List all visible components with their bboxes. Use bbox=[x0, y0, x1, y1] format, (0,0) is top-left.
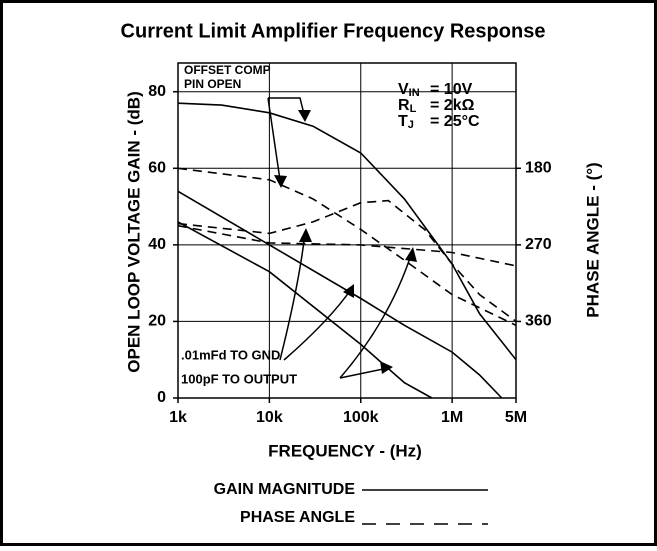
condition-value: = 10V bbox=[430, 81, 473, 98]
condition: VIN bbox=[398, 81, 420, 99]
x-tick-label: 1M bbox=[441, 409, 463, 426]
leader bbox=[283, 287, 353, 361]
series-line bbox=[177, 167, 517, 327]
series-line bbox=[177, 190, 503, 399]
condition-symbol: R bbox=[398, 97, 410, 114]
y2-tick-label: 270 bbox=[525, 236, 552, 253]
x-tick-label: 1k bbox=[169, 409, 187, 426]
y-tick-label: 40 bbox=[148, 236, 166, 253]
condition-value: = 25°C bbox=[430, 113, 480, 130]
series-line bbox=[177, 224, 517, 267]
condition-sub: IN bbox=[409, 87, 420, 99]
condition-value: = 2kΩ bbox=[430, 97, 475, 114]
condition-symbol: T bbox=[398, 113, 408, 130]
y-tick-label: 20 bbox=[148, 313, 166, 330]
leader bbox=[267, 97, 281, 181]
series-line bbox=[177, 102, 517, 361]
annotation: .01mFd TO GND bbox=[181, 347, 280, 362]
y2-tick-label: 360 bbox=[525, 313, 552, 330]
x-axis-title: FREQUENCY - (Hz) bbox=[268, 441, 422, 460]
arrowhead bbox=[298, 110, 311, 122]
arrows bbox=[267, 97, 413, 379]
condition-sub: L bbox=[410, 103, 417, 115]
y-tick-label: 0 bbox=[157, 389, 166, 406]
y-tick-label: 80 bbox=[148, 83, 166, 100]
y-tick-label: 60 bbox=[148, 160, 166, 177]
annotation: 100pF TO OUTPUT bbox=[181, 371, 297, 386]
x-tick-label: 5M bbox=[505, 409, 527, 426]
arrowhead bbox=[274, 175, 287, 188]
series-line bbox=[177, 199, 517, 323]
x-tick-label: 100k bbox=[343, 409, 379, 426]
chart-title: Current Limit Amplifier Frequency Respon… bbox=[121, 20, 546, 42]
leader bbox=[339, 367, 389, 379]
arrowhead bbox=[405, 247, 417, 262]
condition-sub: J bbox=[408, 119, 414, 131]
leader bbox=[339, 251, 413, 379]
condition: TJ bbox=[398, 113, 414, 131]
arrowhead bbox=[299, 228, 312, 242]
y2-axis-title: PHASE ANGLE - (°) bbox=[583, 162, 602, 317]
annotation: PIN OPEN bbox=[184, 77, 241, 91]
legend-label: GAIN MAGNITUDE bbox=[214, 481, 356, 498]
condition-symbol: V bbox=[398, 81, 409, 98]
condition: RL bbox=[398, 97, 417, 115]
series-line bbox=[177, 221, 433, 399]
legend-label: PHASE ANGLE bbox=[240, 509, 355, 526]
x-tick-label: 10k bbox=[256, 409, 283, 426]
y-axis-title: OPEN LOOP VOLTAGE GAIN - (dB) bbox=[124, 91, 143, 372]
y2-tick-label: 180 bbox=[525, 160, 552, 177]
annotation: OFFSET COMP bbox=[184, 63, 271, 77]
plot-area bbox=[177, 62, 517, 399]
